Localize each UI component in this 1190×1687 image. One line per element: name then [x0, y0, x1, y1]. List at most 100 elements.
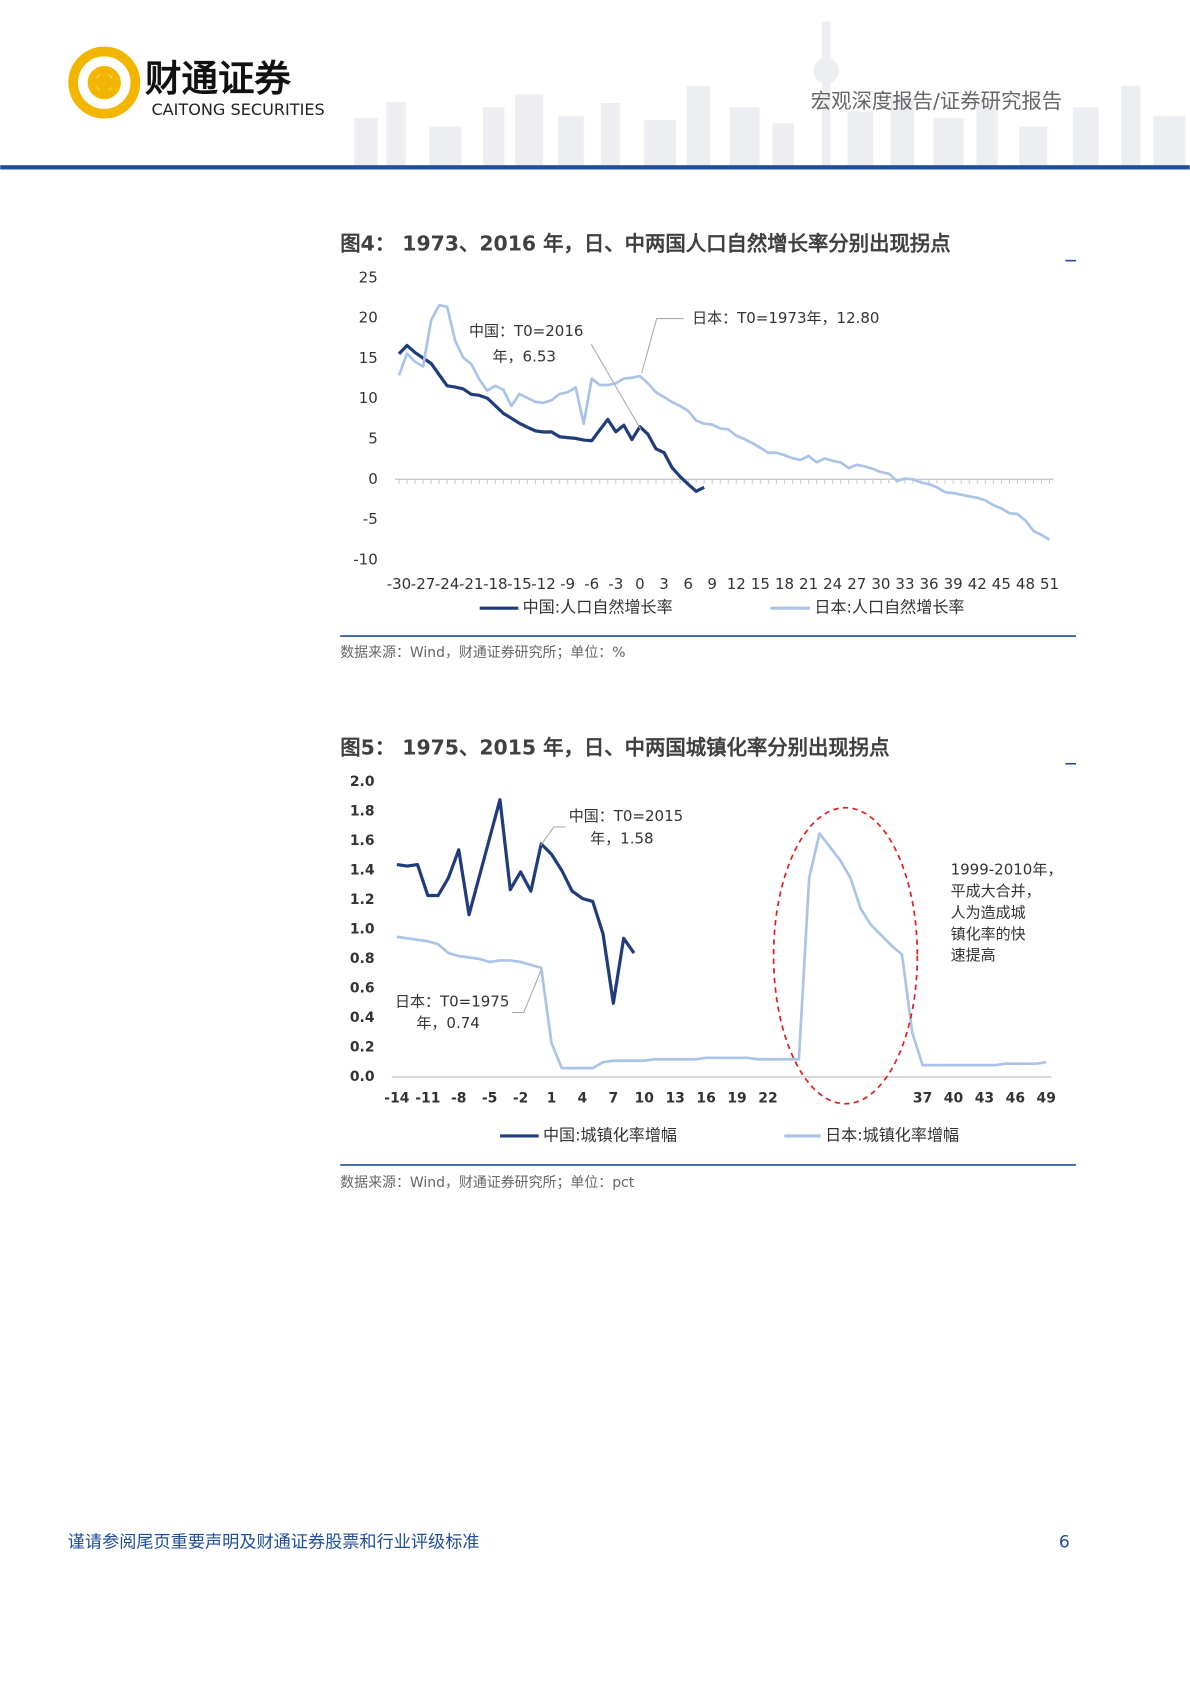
x-tick-label: 42 — [968, 575, 987, 593]
x-tick-label: -11 — [415, 1090, 440, 1106]
y-tick-label: 1.0 — [350, 921, 375, 937]
x-tick-label: -18 — [483, 575, 508, 593]
x-tick-label: 7 — [608, 1090, 618, 1106]
x-tick-label: -6 — [584, 575, 599, 593]
y-tick-label: 1.2 — [350, 892, 375, 908]
x-tick-label: 39 — [944, 575, 963, 593]
x-tick-label: 30 — [871, 575, 890, 593]
x-tick-label: 24 — [823, 575, 842, 593]
annotation: 人为造成城 — [951, 903, 1026, 921]
x-tick-label: 51 — [1040, 575, 1059, 593]
x-tick-label: 45 — [992, 575, 1011, 593]
x-tick-label: 3 — [659, 575, 669, 593]
x-tick-label: 40 — [944, 1090, 964, 1106]
source-note: 数据来源：Wind，财通证券研究所；单位：% — [340, 645, 625, 661]
x-tick-label: 13 — [665, 1090, 684, 1106]
legend-label: 中国:城镇化率增幅 — [543, 1125, 677, 1144]
legend-label: 日本:人口自然增长率 — [814, 598, 964, 617]
skyline — [354, 21, 1186, 166]
y-tick-label: 1.6 — [350, 833, 375, 849]
annotation: 镇化率的快 — [951, 925, 1026, 943]
y-tick-label: 25 — [359, 268, 378, 286]
annotation: 年，1.58 — [590, 829, 653, 847]
x-tick-label: -3 — [608, 575, 623, 593]
x-tick-label: -27 — [411, 575, 436, 593]
y-tick-label: 0.6 — [350, 980, 375, 996]
x-tick-label: 22 — [758, 1090, 777, 1106]
x-tick-label: 4 — [578, 1090, 588, 1106]
x-tick-label: 16 — [696, 1090, 715, 1106]
annotation: 年，0.74 — [416, 1014, 479, 1032]
annotation-leader — [590, 344, 642, 430]
x-tick-label: -21 — [459, 575, 483, 593]
y-tick-label: -5 — [363, 510, 378, 528]
logo — [68, 46, 141, 119]
x-tick-label: 19 — [727, 1090, 746, 1106]
x-tick-label: -12 — [531, 575, 556, 593]
source-note: 数据来源：Wind，财通证券研究所；单位：pct — [340, 1175, 634, 1191]
y-tick-label: 0.4 — [350, 1010, 375, 1026]
brand: 财通证券 — [145, 57, 291, 100]
y-tick-label: 10 — [359, 389, 378, 407]
page-number: 6 — [1059, 1532, 1070, 1552]
chart-title: 图4： 1973、2016 年，日、中两国人口自然增长率分别出现拐点 — [340, 232, 950, 256]
footer-disclaimer: 谨请参阅尾页重要声明及财通证券股票和行业评级标准 — [68, 1532, 480, 1552]
x-tick-label: -15 — [507, 575, 532, 593]
header-rule — [0, 165, 1190, 170]
legend-label: 日本:城镇化率增幅 — [825, 1125, 959, 1144]
series-line — [396, 798, 636, 1005]
x-tick-label: 9 — [707, 575, 717, 593]
annotation-leader — [540, 826, 566, 846]
x-tick-label: 46 — [1006, 1090, 1025, 1106]
y-tick-label: 15 — [359, 349, 378, 367]
legend-label: 中国:人口自然增长率 — [523, 598, 673, 617]
y-tick-label: 5 — [368, 430, 378, 448]
annotation: 中国：T0=2016 — [469, 322, 583, 340]
y-tick-label: 0.0 — [350, 1069, 375, 1085]
brand-en: CAITONG SECURITIES — [151, 100, 324, 119]
x-tick-label: -24 — [435, 575, 459, 593]
annotation: 日本：T0=1973年，12.80 — [692, 309, 879, 327]
series-line — [396, 832, 1047, 1070]
highlight-ellipse — [772, 806, 919, 1105]
series-line — [397, 303, 1051, 541]
x-tick-label: 1 — [547, 1090, 557, 1106]
annotation-leader — [641, 318, 684, 374]
annotation: 速提高 — [951, 946, 996, 964]
x-tick-label: -8 — [451, 1090, 466, 1106]
x-tick-label: 27 — [847, 575, 866, 593]
x-tick-label: 0 — [635, 575, 645, 593]
annotation: 1999-2010年， — [951, 860, 1063, 878]
x-tick-label: 48 — [1016, 575, 1035, 593]
annotation: 平成大合并， — [951, 882, 1041, 900]
x-tick-label: 12 — [727, 575, 746, 593]
y-tick-label: 1.8 — [350, 803, 375, 819]
x-tick-label: 43 — [975, 1090, 994, 1106]
series-line — [397, 343, 705, 493]
x-tick-label: -5 — [482, 1090, 497, 1106]
x-tick-label: 6 — [683, 575, 693, 593]
annotation: 年，6.53 — [493, 348, 556, 366]
y-tick-label: 1.4 — [350, 862, 375, 878]
report-type: 宏观深度报告/证券研究报告 — [811, 89, 1062, 113]
x-tick-label: -30 — [387, 575, 412, 593]
x-tick-label: -9 — [560, 575, 575, 593]
y-tick-label: 20 — [359, 309, 378, 327]
y-tick-label: 0.2 — [350, 1039, 375, 1055]
chart-title: 图5： 1975、2015 年，日、中两国城镇化率分别出现拐点 — [340, 736, 889, 760]
x-tick-label: 21 — [799, 575, 818, 593]
x-tick-label: 36 — [920, 575, 939, 593]
x-tick-label: -14 — [384, 1090, 409, 1106]
x-tick-label: 15 — [751, 575, 770, 593]
x-tick-label: 49 — [1037, 1090, 1056, 1106]
x-tick-label: 10 — [635, 1090, 655, 1106]
y-tick-label: 2.0 — [350, 774, 375, 790]
y-tick-label: -10 — [353, 550, 378, 568]
annotation: 中国：T0=2015 — [569, 807, 683, 825]
annotation-leader — [511, 970, 542, 1014]
x-tick-label: 37 — [913, 1090, 932, 1106]
y-tick-label: 0 — [368, 470, 378, 488]
annotation: 日本：T0=1975 — [395, 992, 509, 1010]
